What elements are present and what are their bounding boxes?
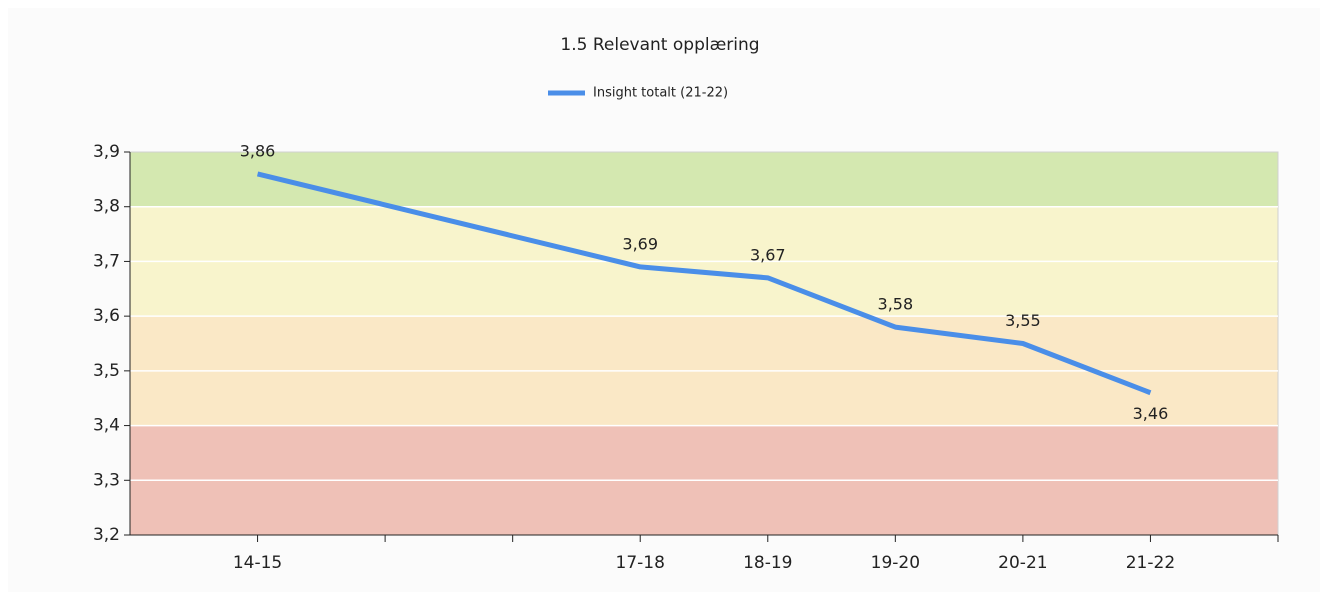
band <box>130 152 1278 207</box>
y-tick-label: 3,9 <box>93 142 120 162</box>
x-tick-label: 20-21 <box>998 553 1047 573</box>
data-label: 3,46 <box>1133 404 1169 423</box>
x-tick-label: 21-22 <box>1126 553 1175 573</box>
y-tick-label: 3,3 <box>93 470 120 490</box>
data-label: 3,86 <box>240 141 276 160</box>
line <box>256 171 1152 396</box>
y-tick-label: 3,6 <box>93 306 120 326</box>
legend-label: Insight totalt (21-22) <box>593 86 728 101</box>
y-tick-label: 3,2 <box>93 525 120 545</box>
y-tick-label: 3,8 <box>93 197 120 217</box>
x-tick-label: 18-19 <box>743 553 792 573</box>
data-label: 3,69 <box>622 234 658 253</box>
chart-title: 1.5 Relevant opplæring <box>560 35 759 55</box>
x-tick-label: 19-20 <box>871 553 920 573</box>
x-tick-label: 17-18 <box>616 553 665 573</box>
data-label: 3,58 <box>878 295 914 314</box>
y-tick-label: 3,4 <box>93 416 120 436</box>
y-tick-label: 3,7 <box>93 251 120 271</box>
plot-border <box>130 151 1279 535</box>
data-label: 3,55 <box>1005 311 1041 330</box>
y-tick-label: 3,5 <box>93 361 120 381</box>
data-label: 3,67 <box>750 245 786 264</box>
x-tick-label: 14-15 <box>233 553 282 573</box>
